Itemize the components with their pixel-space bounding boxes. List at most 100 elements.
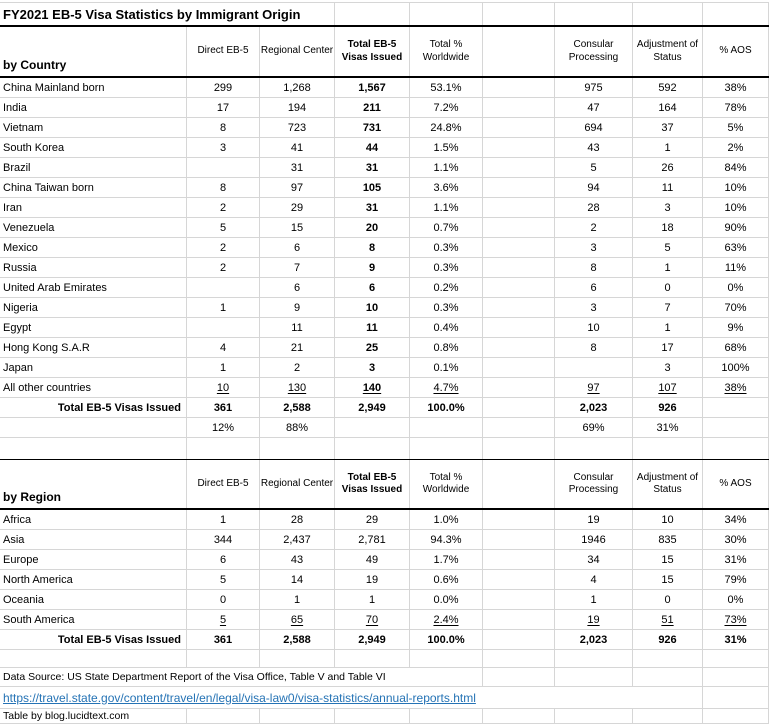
cell-total-pct-worldwide: 0.0% bbox=[410, 590, 483, 609]
cell-total-visas-issued: 9 bbox=[335, 258, 410, 277]
cell-total-pct-worldwide: 0.8% bbox=[410, 338, 483, 357]
cell-consular-processing: 69% bbox=[555, 418, 633, 437]
cell-pct-aos: 10% bbox=[703, 198, 769, 217]
spacer-cell bbox=[483, 610, 555, 629]
row-label: South America bbox=[0, 610, 187, 629]
empty-cell bbox=[703, 650, 769, 667]
cell-total-visas-issued: 70 bbox=[335, 610, 410, 629]
empty-cell bbox=[410, 709, 483, 723]
link-row: https://travel.state.gov/content/travel/… bbox=[0, 687, 769, 709]
spacer-cell bbox=[483, 298, 555, 317]
column-header-total-visas-issued: Total EB-5 Visas Issued bbox=[335, 460, 410, 508]
cell-total-pct-worldwide: 100.0% bbox=[410, 398, 483, 417]
cell-total-visas-issued: 2,781 bbox=[335, 530, 410, 549]
row-label: India bbox=[0, 98, 187, 117]
cell-pct-aos: 30% bbox=[703, 530, 769, 549]
cell-pct-aos: 79% bbox=[703, 570, 769, 589]
cell-consular-processing: 43 bbox=[555, 138, 633, 157]
row-label: Venezuela bbox=[0, 218, 187, 237]
cell-total-pct-worldwide: 1.1% bbox=[410, 158, 483, 177]
cell-pct-aos: 31% bbox=[703, 550, 769, 569]
country-row: India 17 194 211 7.2% 47 164 78% bbox=[0, 98, 769, 118]
empty-cell bbox=[633, 668, 703, 686]
data-source-text: Data Source: US State Department Report … bbox=[0, 668, 483, 686]
cell-adjustment-of-status: 1 bbox=[633, 318, 703, 337]
empty-cell bbox=[335, 438, 410, 459]
cell-direct-eb5: 0 bbox=[187, 590, 260, 609]
country-row: All other countries 10 130 140 4.7% 97 107 38% bbox=[0, 378, 769, 398]
spacer-cell bbox=[483, 630, 555, 649]
spacer-cell bbox=[483, 218, 555, 237]
spacer-cell bbox=[483, 460, 555, 508]
spacer-cell bbox=[483, 398, 555, 417]
cell-total-pct-worldwide: 1.0% bbox=[410, 510, 483, 529]
title-row: FY2021 EB-5 Visa Statistics by Immigrant… bbox=[0, 2, 769, 27]
cell-adjustment-of-status: 31% bbox=[633, 418, 703, 437]
country-row: Russia 2 7 9 0.3% 8 1 11% bbox=[0, 258, 769, 278]
cell-pct-aos: 63% bbox=[703, 238, 769, 257]
cell-total-pct-worldwide: 0.4% bbox=[410, 318, 483, 337]
cell-adjustment-of-status: 18 bbox=[633, 218, 703, 237]
cell-regional-center: 43 bbox=[260, 550, 335, 569]
group-label: by Region bbox=[0, 460, 187, 508]
spacer-cell bbox=[483, 530, 555, 549]
spacer-cell bbox=[483, 378, 555, 397]
row-label: Nigeria bbox=[0, 298, 187, 317]
cell-adjustment-of-status: 926 bbox=[633, 630, 703, 649]
cell-regional-center: 2,588 bbox=[260, 630, 335, 649]
cell-adjustment-of-status: 0 bbox=[633, 590, 703, 609]
cell-direct-eb5: 361 bbox=[187, 630, 260, 649]
cell-consular-processing: 10 bbox=[555, 318, 633, 337]
cell-regional-center: 6 bbox=[260, 238, 335, 257]
cell-consular-processing: 1 bbox=[555, 590, 633, 609]
row-label: China Taiwan born bbox=[0, 178, 187, 197]
row-label: Hong Kong S.A.R bbox=[0, 338, 187, 357]
spacer-cell bbox=[483, 118, 555, 137]
row-label bbox=[0, 418, 187, 437]
cell-consular-processing: 975 bbox=[555, 78, 633, 97]
row-label: Mexico bbox=[0, 238, 187, 257]
empty-cell bbox=[703, 3, 769, 25]
cell-direct-eb5: 2 bbox=[187, 198, 260, 217]
region-row: Africa 1 28 29 1.0% 19 10 34% bbox=[0, 510, 769, 530]
cell-consular-processing: 8 bbox=[555, 258, 633, 277]
credit-row: Table by blog.lucidtext.com bbox=[0, 709, 769, 724]
cell-consular-processing: 97 bbox=[555, 378, 633, 397]
spacer-cell bbox=[483, 138, 555, 157]
cell-total-visas-issued: 3 bbox=[335, 358, 410, 377]
region-row: Europe 6 43 49 1.7% 34 15 31% bbox=[0, 550, 769, 570]
annual-reports-link[interactable]: https://travel.state.gov/content/travel/… bbox=[3, 690, 476, 705]
cell-total-pct-worldwide: 3.6% bbox=[410, 178, 483, 197]
cell-pct-aos: 34% bbox=[703, 510, 769, 529]
cell-total-visas-issued: 19 bbox=[335, 570, 410, 589]
page-title: FY2021 EB-5 Visa Statistics by Immigrant… bbox=[0, 3, 335, 25]
spacer-cell bbox=[483, 238, 555, 257]
cell-direct-eb5: 5 bbox=[187, 610, 260, 629]
cell-regional-center: 65 bbox=[260, 610, 335, 629]
cell-consular-processing: 34 bbox=[555, 550, 633, 569]
cell-total-visas-issued: 1,567 bbox=[335, 78, 410, 97]
cell-regional-center: 2 bbox=[260, 358, 335, 377]
cell-direct-eb5: 344 bbox=[187, 530, 260, 549]
country-row: Japan 1 2 3 0.1% 3 100% bbox=[0, 358, 769, 378]
country-row: China Mainland born 299 1,268 1,567 53.1% 975… bbox=[0, 78, 769, 98]
row-label: China Mainland born bbox=[0, 78, 187, 97]
cell-total-pct-worldwide bbox=[410, 418, 483, 437]
cell-total-pct-worldwide: 0.2% bbox=[410, 278, 483, 297]
cell-regional-center: 9 bbox=[260, 298, 335, 317]
country-row: Egypt 11 11 0.4% 10 1 9% bbox=[0, 318, 769, 338]
cell-consular-processing: 1946 bbox=[555, 530, 633, 549]
cell-direct-eb5: 10 bbox=[187, 378, 260, 397]
empty-cell bbox=[187, 650, 260, 667]
cell-total-visas-issued: 31 bbox=[335, 198, 410, 217]
column-header-adjustment-of-status: Adjustment of Status bbox=[633, 460, 703, 508]
row-label: Vietnam bbox=[0, 118, 187, 137]
cell-total-visas-issued: 211 bbox=[335, 98, 410, 117]
cell-consular-processing: 6 bbox=[555, 278, 633, 297]
empty-cell bbox=[410, 438, 483, 459]
cell-regional-center: 1,268 bbox=[260, 78, 335, 97]
cell-adjustment-of-status: 15 bbox=[633, 550, 703, 569]
cell-regional-center: 88% bbox=[260, 418, 335, 437]
cell-adjustment-of-status: 3 bbox=[633, 358, 703, 377]
share-row: 12% 88% 69% 31% bbox=[0, 418, 769, 438]
